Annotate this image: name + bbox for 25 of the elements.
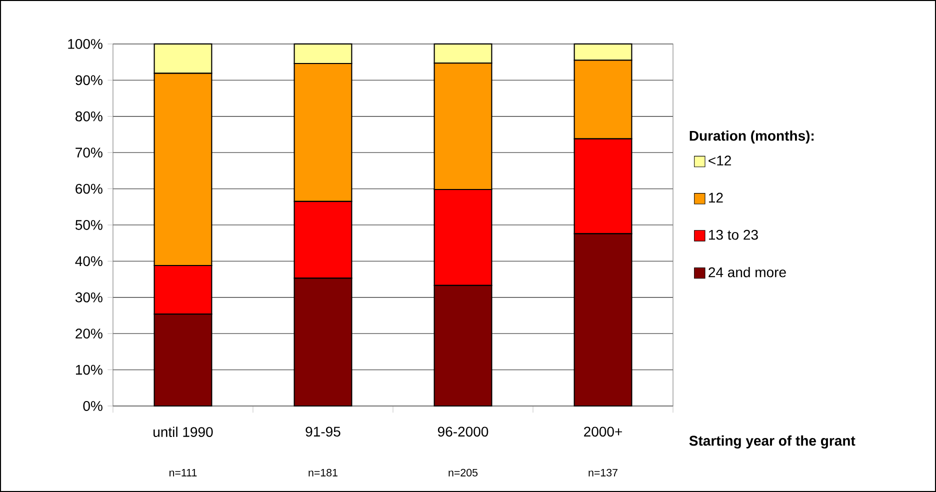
y-tick-label: 50%: [75, 220, 102, 230]
legend-label: 12: [709, 192, 723, 203]
y-tick-label: 30%: [75, 292, 102, 302]
y-tick-label: 60%: [76, 184, 102, 194]
x-tick-label: 2000+: [584, 426, 622, 437]
text: n=137: [588, 468, 618, 476]
y-tick-label: 100%: [68, 39, 102, 49]
y-tick-label: 90%: [76, 75, 102, 86]
x-tick-label: until 1990: [154, 426, 213, 437]
text: n=111: [170, 468, 197, 476]
x-tick-label: 91-95: [306, 426, 340, 437]
y-tick-label: 40%: [75, 256, 102, 266]
x-tick-label: 96-2000: [438, 426, 488, 437]
legend-label: <12: [708, 156, 731, 166]
legend-label: 24 and more: [708, 266, 786, 278]
y-tick-label: 70%: [76, 148, 102, 158]
y-tick-label: 10%: [76, 364, 102, 375]
y-tick-label: 80%: [76, 111, 102, 122]
text: n=181: [308, 468, 338, 476]
legend-label: 13 to 23: [709, 230, 758, 240]
legend-title: Duration (months):: [690, 130, 814, 144]
x-axis-title: Starting year of the grant: [689, 435, 856, 449]
y-tick-label: 20%: [76, 328, 102, 339]
y-tick-label: 0%: [83, 401, 102, 411]
text: n=205: [448, 468, 478, 476]
